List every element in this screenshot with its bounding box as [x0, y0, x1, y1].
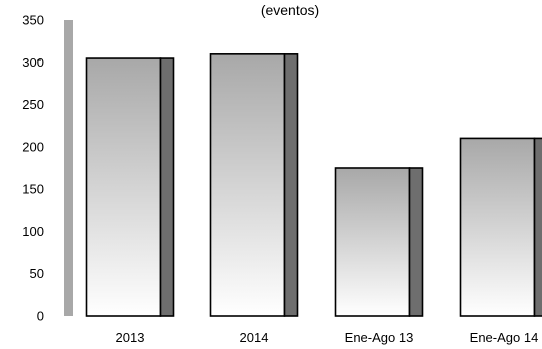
bar-side-face — [159, 57, 175, 317]
x-tick-label: Ene-Ago 13 — [345, 330, 414, 345]
x-axis: 2013 2014 Ene-Ago 13 Ene-Ago 14 — [116, 330, 539, 345]
bar-side-face — [408, 167, 424, 317]
bar-front-face — [85, 57, 162, 317]
bar-side-face — [283, 53, 299, 317]
bar-front-face — [459, 137, 536, 317]
chart-title: (eventos) — [261, 2, 319, 18]
y-tick-label: 250 — [22, 97, 44, 112]
x-tick-label: 2014 — [240, 330, 269, 345]
x-tick-label: 2013 — [116, 330, 145, 345]
bar-2 — [209, 53, 299, 317]
y-tick-label: 150 — [22, 182, 44, 197]
bar-3 — [334, 167, 424, 317]
bar-4 — [459, 137, 542, 317]
y-tick-label: 100 — [22, 224, 44, 239]
bar-front-face — [334, 167, 411, 317]
y-tick-label: 0 — [37, 309, 44, 324]
y-tick-label: 300 — [22, 55, 44, 70]
bar-1 — [85, 57, 175, 317]
y-tick-label: 50 — [30, 266, 44, 281]
bar-front-face — [209, 53, 286, 317]
x-tick-label: Ene-Ago 14 — [470, 330, 539, 345]
y-axis: 0 50 100 150 200 250 300 350 — [22, 13, 44, 324]
chart-back-wall — [64, 20, 73, 316]
y-tick-label: 200 — [22, 139, 44, 154]
y-tick-label: 350 — [22, 13, 44, 28]
bars-group — [85, 53, 542, 317]
bar-side-face — [533, 137, 542, 317]
